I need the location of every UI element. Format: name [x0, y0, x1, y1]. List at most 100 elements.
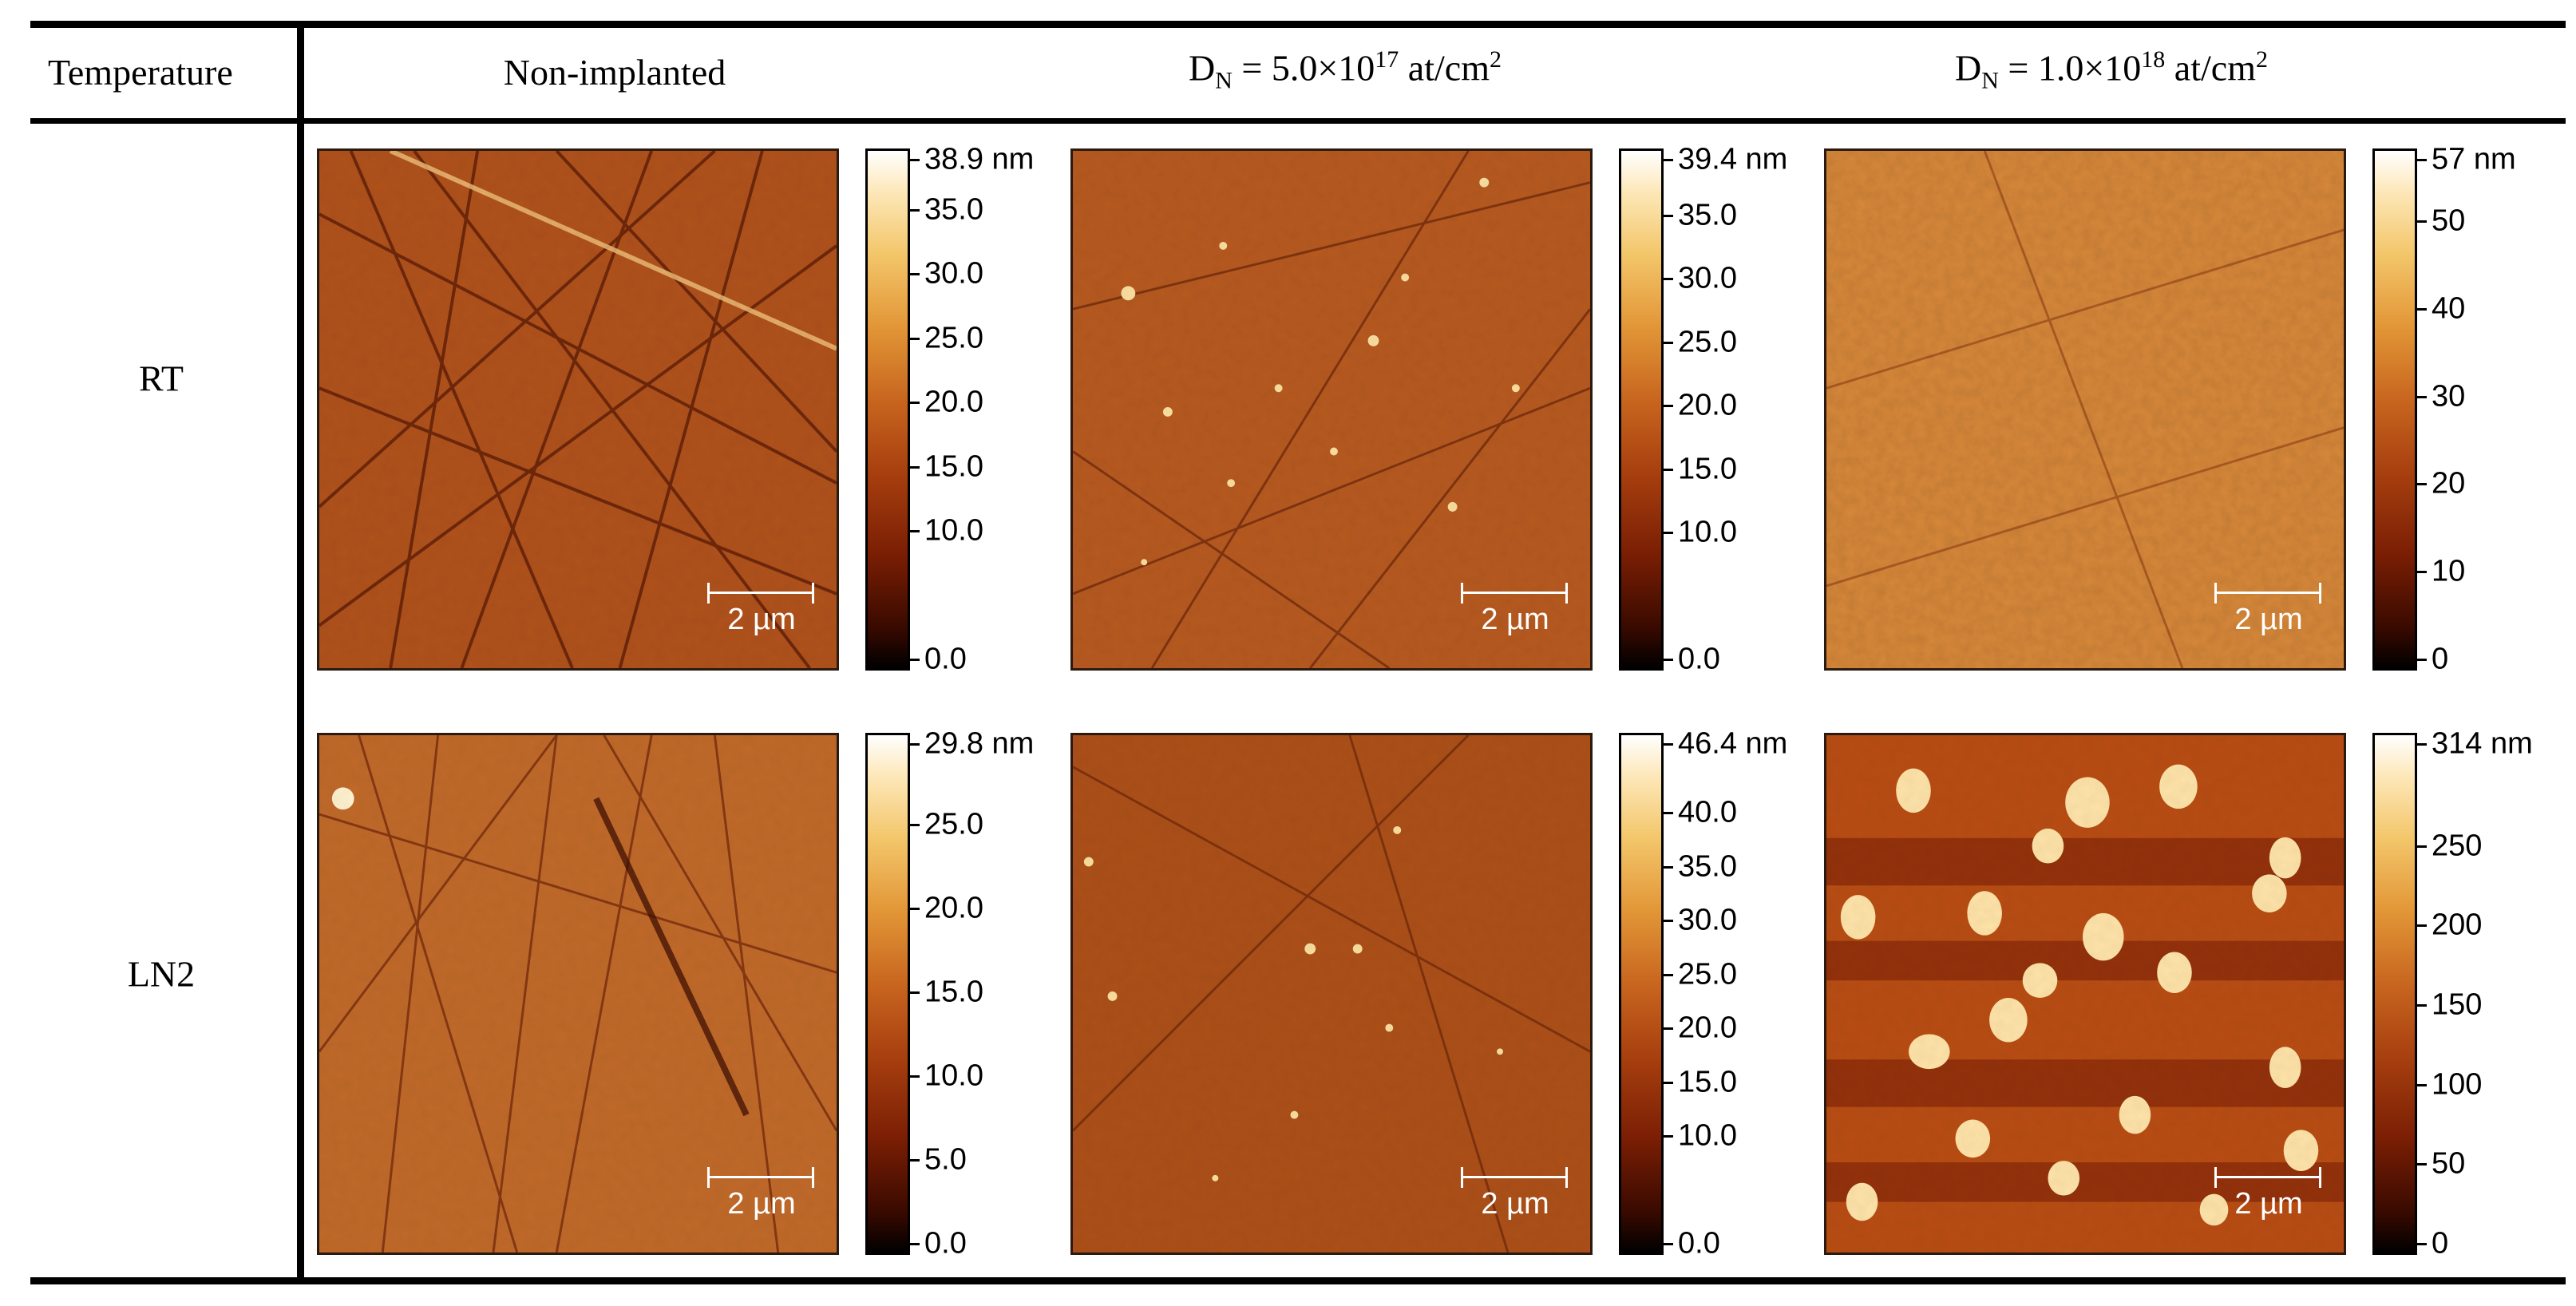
colorbar-tick	[2416, 845, 2427, 848]
colorbar-tick-label: 25.0	[924, 321, 983, 355]
colorbar-tick	[2416, 483, 2427, 486]
colorbar-tick	[1662, 341, 1673, 344]
colorbar-tick	[908, 530, 920, 533]
colorbar-tick-label: 50	[2432, 1146, 2466, 1181]
colorbar-tick-label: 39.4 nm	[1678, 142, 1788, 176]
colorbar-ln2-non-implanted	[865, 733, 910, 1255]
colorbar-rt-dose-5e17	[1619, 148, 1664, 671]
colorbar-tick	[1662, 532, 1673, 535]
colorbar-tick	[908, 1074, 920, 1078]
colorbar-tick-label: 30.0	[1678, 261, 1737, 295]
colorbar-tick	[1662, 1081, 1673, 1084]
colorbar-tick-label: 40.0	[1678, 795, 1737, 829]
colorbar-tick	[1662, 278, 1673, 281]
colorbar-tick-label: 15.0	[1678, 452, 1737, 486]
afm-image-rt-dose-5e17: 2 µm	[1070, 148, 1593, 671]
colorbar-tick-label: 57 nm	[2432, 142, 2516, 176]
colorbar-tick-label: 35.0	[1678, 198, 1737, 232]
scale-bar	[1461, 1167, 1568, 1188]
header-temperature: Temperature	[48, 52, 233, 93]
colorbar-tick	[1662, 159, 1673, 161]
colorbar-tick	[2416, 571, 2427, 574]
colorbar-tick-label: 10.0	[924, 1059, 983, 1093]
colorbar-tick	[908, 208, 920, 212]
colorbar-tick-label: 30.0	[924, 256, 983, 291]
scale-bar	[1461, 583, 1568, 604]
colorbar-tick	[2416, 659, 2427, 661]
colorbar-tick-label: 38.9 nm	[924, 142, 1035, 176]
colorbar-tick-label: 15.0	[924, 449, 983, 484]
colorbar-tick	[2416, 395, 2427, 398]
colorbar-tick	[2416, 1243, 2427, 1245]
colorbar-tick-label: 46.4 nm	[1678, 726, 1788, 761]
colorbar-tick	[2416, 743, 2427, 746]
colorbar-tick	[1662, 659, 1673, 661]
colorbar-rt-non-implanted	[865, 148, 910, 671]
scale-bar-label: 2 µm	[727, 603, 796, 636]
afm-image-ln2-dose-1e18: 2 µm	[1824, 733, 2346, 1255]
colorbar-tick-label: 30	[2432, 379, 2466, 414]
colorbar-tick	[1662, 1027, 1673, 1031]
colorbar-tick	[2416, 220, 2427, 223]
colorbar-tick-label: 15.0	[1678, 1065, 1737, 1099]
colorbar-tick-label: 100	[2432, 1067, 2483, 1102]
colorbar-tick	[908, 465, 920, 469]
row-label-rt: RT	[138, 358, 184, 399]
scale-bar	[2214, 583, 2321, 604]
colorbar-tick-label: 150	[2432, 987, 2483, 1022]
scale-bar-label: 2 µm	[727, 1187, 796, 1221]
colorbar-tick	[1662, 812, 1673, 815]
colorbar-ln2-dose-5e17	[1619, 733, 1664, 1255]
colorbar-tick-label: 5.0	[924, 1142, 967, 1177]
colorbar-tick-label: 30.0	[1678, 903, 1737, 937]
header-dose-5e17: DN = 5.0×1017 at/cm2	[1189, 46, 1502, 94]
colorbar-tick-label: 0.0	[924, 1226, 967, 1260]
colorbar-ln2-dose-1e18	[2372, 733, 2417, 1255]
scale-bar-label: 2 µm	[1481, 1187, 1549, 1221]
colorbar-tick-label: 20.0	[924, 385, 983, 419]
colorbar-tick-label: 0	[2432, 1226, 2449, 1260]
header-non-implanted: Non-implanted	[503, 52, 726, 93]
colorbar-tick	[2416, 924, 2427, 928]
afm-image-ln2-dose-5e17: 2 µm	[1070, 733, 1593, 1255]
colorbar-tick	[2416, 1083, 2427, 1086]
colorbar-tick	[1662, 865, 1673, 869]
colorbar-tick	[908, 823, 920, 826]
colorbar-tick-label: 20.0	[1678, 1011, 1737, 1045]
colorbar-rt-dose-1e18	[2372, 148, 2417, 671]
colorbar-tick-label: 20	[2432, 466, 2466, 501]
scale-bar	[2214, 1167, 2321, 1188]
colorbar-tick	[908, 402, 920, 405]
colorbar-tick-label: 35.0	[1678, 849, 1737, 884]
colorbar-tick	[1662, 468, 1673, 471]
colorbar-tick-label: 10.0	[1678, 515, 1737, 549]
colorbar-tick-label: 50	[2432, 204, 2466, 238]
afm-image-rt-non-implanted: 2 µm	[317, 148, 839, 671]
colorbar-tick-label: 0.0	[1678, 1226, 1720, 1260]
colorbar-tick	[1662, 1243, 1673, 1245]
row-label-ln2: LN2	[127, 953, 196, 995]
afm-image-ln2-non-implanted: 2 µm	[317, 733, 839, 1255]
colorbar-tick	[2416, 1163, 2427, 1166]
scale-bar-label: 2 µm	[2234, 1187, 2303, 1221]
colorbar-tick	[908, 743, 920, 746]
colorbar-tick-label: 35.0	[924, 192, 983, 227]
colorbar-tick-label: 10	[2432, 554, 2466, 588]
colorbar-tick-label: 40	[2432, 291, 2466, 326]
colorbar-tick	[908, 159, 920, 161]
colorbar-tick-label: 0.0	[1678, 642, 1720, 676]
colorbar-tick-label: 25.0	[1678, 957, 1737, 991]
afm-image-rt-dose-1e18: 2 µm	[1824, 148, 2346, 671]
colorbar-tick	[908, 907, 920, 910]
colorbar-tick-label: 25.0	[1678, 325, 1737, 359]
colorbar-tick-label: 10.0	[1678, 1118, 1737, 1153]
colorbar-tick-label: 200	[2432, 908, 2483, 942]
colorbar-tick-label: 20.0	[924, 891, 983, 925]
top-rule	[30, 21, 2566, 28]
scale-bar	[707, 583, 814, 604]
colorbar-tick	[1662, 405, 1673, 408]
colorbar-tick	[908, 1243, 920, 1245]
colorbar-tick	[908, 1158, 920, 1162]
colorbar-tick-label: 29.8 nm	[924, 726, 1035, 761]
scale-bar-label: 2 µm	[2234, 603, 2303, 636]
